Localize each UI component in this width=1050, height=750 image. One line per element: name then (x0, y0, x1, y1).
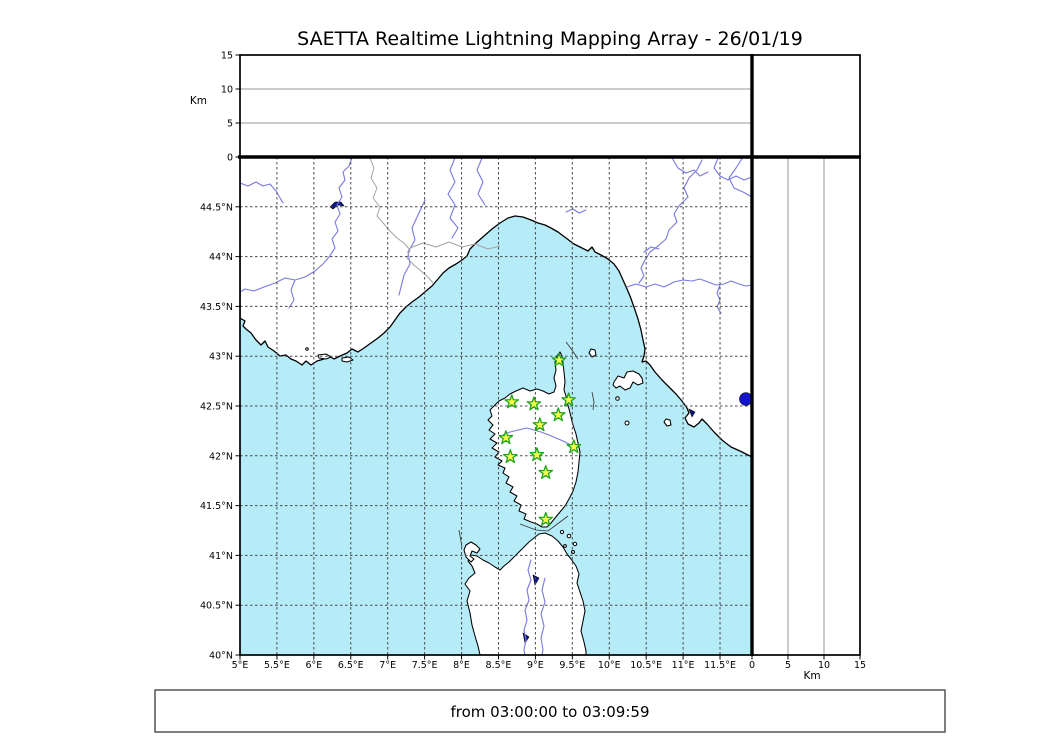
lon-tick-label: 9.5°E (559, 660, 585, 671)
altitude-tick-label: 15 (854, 660, 866, 671)
altitude-tick-label: 10 (818, 660, 830, 671)
lon-tick-label: 10.5°E (630, 660, 662, 671)
lat-tick-label: 44°N (209, 252, 233, 263)
altitude-tick-label: 0 (227, 153, 233, 164)
lightning-source-dot (739, 392, 752, 406)
mainland-coastline (240, 157, 752, 458)
corner-box (752, 55, 860, 157)
lat-tick-label: 43.5°N (200, 302, 233, 313)
lon-tick-label: 11.5°E (704, 660, 736, 671)
top-panel-background (240, 55, 752, 157)
lat-tick-label: 40.5°N (200, 601, 233, 612)
lat-tick-label: 41°N (209, 551, 233, 562)
lat-tick-label: 41.5°N (200, 501, 233, 512)
map-panel (240, 157, 752, 655)
right-panel-gridlines (787, 157, 825, 655)
altitude-tick-label: 15 (221, 51, 233, 62)
altitude-latitude-panel (787, 157, 825, 655)
lat-tick-label: 42°N (209, 451, 233, 462)
maddalena-islets (559, 529, 578, 554)
capraia-island (588, 348, 597, 358)
orbetello-lagoon (688, 408, 696, 418)
altitude-longitude-panel (240, 55, 752, 157)
right-panel-km-axis-label: Km (803, 670, 820, 682)
axis-tick-labels: 5°E 5.5°E 6°E 6.5°E 7°E 7.5°E 8°E 8.5°E 9°E 9.5°E… (200, 51, 866, 672)
lakes-layer (329, 201, 696, 644)
admin-borders-layer (369, 157, 501, 284)
lon-tick-label: 6.5°E (338, 660, 364, 671)
altitude-tick-label: 10 (221, 85, 233, 96)
lat-tick-label: 42.5°N (200, 402, 233, 413)
rivers-layer (240, 157, 752, 655)
lon-tick-label: 9°E (527, 660, 544, 671)
lon-tick-label: 8.5°E (486, 660, 512, 671)
graticule-gridlines (240, 157, 752, 655)
top-panel-gridlines (240, 88, 752, 124)
lon-tick-label: 10°E (598, 660, 621, 671)
lat-tick-label: 40°N (209, 651, 233, 662)
status-box (154, 689, 946, 733)
lon-tick-label: 6°E (305, 660, 322, 671)
sardinia-island (464, 532, 587, 655)
lat-tick-label: 43°N (209, 352, 233, 363)
altitude-tick-label: 5 (785, 660, 791, 671)
sardinia-lake-north (532, 574, 540, 586)
lon-tick-label: 7.5°E (412, 660, 438, 671)
lon-tick-label: 7°E (379, 660, 396, 671)
status-bar: from 03:00:00 to 03:09:59 (154, 689, 946, 733)
elba-island (612, 370, 644, 391)
montecristo-island (624, 420, 630, 426)
lon-tick-label: 11°E (672, 660, 695, 671)
lon-tick-label: 8°E (453, 660, 470, 671)
lon-tick-label: 5.5°E (264, 660, 290, 671)
hyeres-island-west (317, 353, 332, 360)
axis-tick-marks (235, 54, 861, 660)
lon-tick-label: 5°E (232, 660, 249, 671)
marseille-islet (305, 347, 309, 351)
lat-tick-label: 44.5°N (200, 202, 233, 213)
figure-title: SAETTA Realtime Lightning Mapping Array … (297, 28, 803, 50)
altitude-tick-label: 5 (227, 119, 233, 130)
giglio-island (663, 418, 672, 427)
time-range-status: from 03:00:00 to 03:09:59 (450, 703, 649, 721)
top-panel-km-axis-label: Km (190, 95, 207, 107)
lightning-source-layer (739, 392, 752, 406)
altitude-tick-label: 0 (749, 660, 755, 671)
hyeres-island-east (341, 356, 354, 363)
pianosa-island (615, 396, 620, 401)
